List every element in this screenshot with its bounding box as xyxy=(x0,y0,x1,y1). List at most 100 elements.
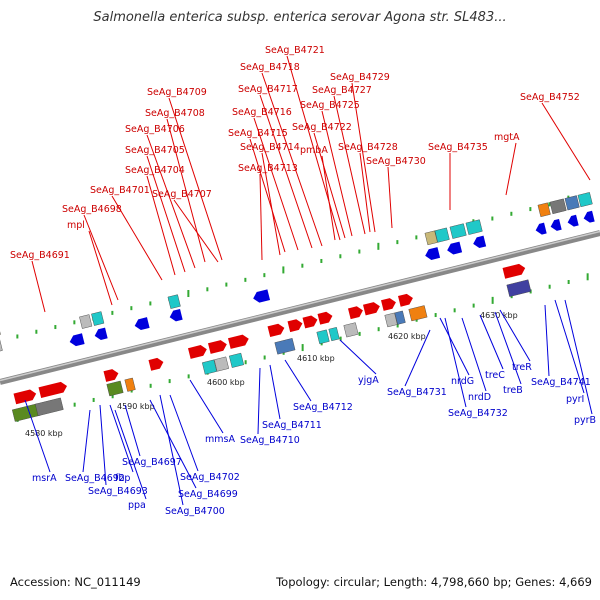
scale-tick xyxy=(453,308,456,313)
forward-gene-label: SeAg_B4729 xyxy=(330,72,390,83)
reverse-gene-arrow xyxy=(447,241,463,255)
reverse-gene-label: SeAg_B4702 xyxy=(180,472,240,483)
reverse-gene-arrow xyxy=(473,235,487,249)
scale-tick xyxy=(491,296,494,304)
reverse-gene-arrow xyxy=(94,327,108,340)
scale-tick xyxy=(510,211,513,216)
reverse-feature-box xyxy=(449,223,467,239)
forward-gene-arrow-shape xyxy=(208,340,227,354)
forward-feature-box xyxy=(228,352,245,368)
genome-backbone xyxy=(0,230,600,385)
forward-gene-arrow-shape xyxy=(348,306,363,320)
forward-feature-box xyxy=(106,380,124,397)
reverse-gene-label: SeAg_B4700 xyxy=(165,506,225,517)
forward-gene-arrow-shape xyxy=(188,345,207,359)
reverse-gene-label: nrdG xyxy=(451,376,474,387)
forward-gene-label: SeAg_B4704 xyxy=(125,165,185,176)
forward-gene-label: SeAg_B4752 xyxy=(520,92,580,103)
forward-label-leader xyxy=(286,55,341,241)
scale-tick xyxy=(529,207,532,212)
reverse-gene-arrow xyxy=(583,210,595,223)
reverse-label-leader xyxy=(444,317,467,408)
reverse-label-leader xyxy=(149,399,197,489)
reverse-gene-label: SeAg_B4732 xyxy=(448,408,508,419)
forward-feature-box xyxy=(34,397,64,417)
forward-gene-label: SeAg_B4718 xyxy=(240,62,300,73)
forward-label-leader xyxy=(261,152,281,256)
forward-gene-arrow xyxy=(317,311,333,325)
forward-gene-arrow-shape xyxy=(228,334,249,349)
forward-label-leader xyxy=(261,72,323,247)
scale-tick xyxy=(130,306,133,311)
reverse-gene-label: treC xyxy=(485,370,505,381)
forward-label-leader xyxy=(166,118,206,263)
forward-gene-label: SeAg_B4708 xyxy=(145,108,205,119)
reverse-feature-box-shape xyxy=(91,311,105,326)
forward-gene-label: SeAg_B4721 xyxy=(265,45,325,56)
forward-gene-arrow-shape xyxy=(267,323,285,338)
forward-label-leader xyxy=(541,102,591,181)
scale-tick xyxy=(320,258,323,263)
reverse-feature-box-shape xyxy=(564,195,580,211)
forward-label-leader xyxy=(321,155,336,241)
reverse-feature-box-shape xyxy=(167,294,181,309)
scale-tick xyxy=(244,277,247,282)
forward-label-leader xyxy=(146,155,186,273)
scale-label: 4580 kbp xyxy=(25,429,63,438)
scale-tick xyxy=(149,383,152,388)
reverse-label-leader xyxy=(109,404,134,473)
reverse-gene-label: ppa xyxy=(128,500,146,511)
reverse-gene-arrow xyxy=(550,218,562,231)
scale-label: 4620 kbp xyxy=(388,332,426,341)
reverse-gene-arrow-shape xyxy=(94,327,108,340)
reverse-label-leader xyxy=(99,404,107,486)
forward-gene-arrow-shape xyxy=(103,369,119,382)
forward-gene-label: SeAg_B4698 xyxy=(62,204,122,215)
reverse-gene-label: SeAg_B4697 xyxy=(122,457,182,468)
forward-gene-label: SeAg_B4730 xyxy=(366,156,426,167)
forward-feature-box xyxy=(506,279,532,297)
reverse-label-leader xyxy=(494,311,522,385)
scale-tick xyxy=(377,327,380,332)
reverse-feature-box xyxy=(577,192,593,208)
reverse-gene-arrow-shape xyxy=(169,308,183,322)
forward-gene-arrow xyxy=(267,323,285,338)
genome-summary-text: Topology: circular; Length: 4,798,660 bp… xyxy=(276,575,592,589)
forward-gene-arrow xyxy=(381,298,396,311)
reverse-label-leader xyxy=(269,364,281,420)
reverse-feature-box xyxy=(549,198,567,215)
scale-tick xyxy=(472,303,475,308)
forward-gene-label: SeAg_B4725 xyxy=(300,100,360,111)
scale-tick xyxy=(434,313,437,318)
scale-tick xyxy=(16,334,19,339)
reverse-label-leader xyxy=(169,394,199,472)
forward-feature-box-shape xyxy=(408,305,428,322)
forward-gene-arrow-shape xyxy=(38,381,67,399)
forward-gene-arrow xyxy=(148,357,164,371)
forward-feature-box xyxy=(408,305,428,322)
forward-gene-label: SeAg_B4728 xyxy=(338,142,398,153)
forward-gene-arrow xyxy=(228,334,249,349)
scale-tick xyxy=(396,240,399,245)
reverse-feature-box-shape xyxy=(549,198,567,215)
forward-label-leader xyxy=(253,117,299,251)
forward-gene-arrow-shape xyxy=(302,315,318,329)
forward-gene-arrow-shape xyxy=(398,293,413,307)
forward-label-leader xyxy=(88,230,113,306)
forward-gene-label: SeAg_B4707 xyxy=(152,189,212,200)
reverse-label-leader xyxy=(159,394,184,506)
forward-label-leader xyxy=(321,110,353,237)
forward-feature-box-shape xyxy=(274,338,296,355)
scale-tick xyxy=(92,397,95,402)
reverse-label-leader xyxy=(554,299,585,394)
reverse-gene-label: SeAg_B4711 xyxy=(262,420,322,431)
forward-feature-box xyxy=(384,312,398,328)
reverse-gene-arrow xyxy=(134,317,150,331)
forward-feature-box-shape xyxy=(343,322,359,338)
forward-gene-label: SeAg_B4709 xyxy=(147,87,207,98)
reverse-feature-box xyxy=(91,311,105,326)
reverse-label-leader xyxy=(189,379,224,434)
scale-tick xyxy=(73,320,76,325)
reverse-gene-label: nrdD xyxy=(468,392,491,403)
